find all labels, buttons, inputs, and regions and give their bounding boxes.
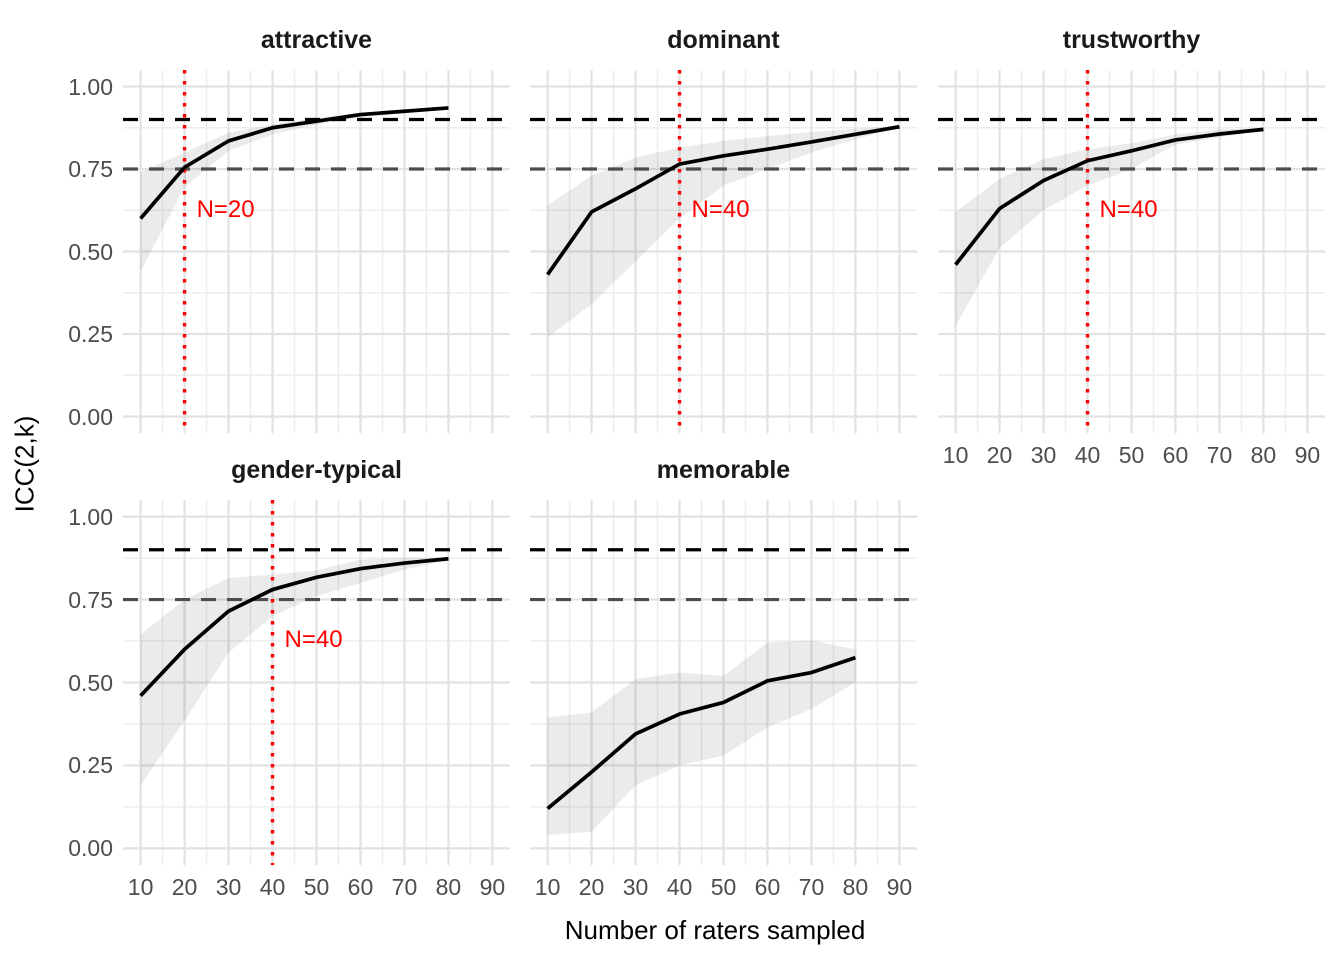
y-tick-label: 0.25 <box>68 752 113 779</box>
panel-trustworthy: trustworthy N=40 <box>938 26 1325 433</box>
x-tick-label: 10 <box>942 442 969 468</box>
confidence-ribbon <box>955 128 1264 326</box>
panel-title: memorable <box>656 456 791 484</box>
chart-dominant <box>530 70 917 433</box>
x-tick-label: 50 <box>303 874 330 900</box>
x-tick-label: 80 <box>1250 442 1277 468</box>
x-axis-title: Number of raters sampled <box>564 915 866 945</box>
y-tick-label: 0.75 <box>68 156 113 182</box>
x-tick-label: 90 <box>886 874 913 900</box>
panel-title: gender-typical <box>231 456 402 484</box>
x-tick-label: 10 <box>127 874 154 900</box>
x-tick-label: 30 <box>1030 442 1057 468</box>
x-tick-label: 20 <box>986 442 1013 468</box>
y-tick-label: 0.50 <box>68 669 113 696</box>
gridlines-major <box>938 70 1325 433</box>
chart-memorable <box>530 500 917 865</box>
x-tick-label: 60 <box>347 874 374 900</box>
y-tick-label: 0.50 <box>68 238 113 265</box>
panel-dominant: dominant N=40 <box>530 26 917 433</box>
panel-title: attractive <box>260 26 373 54</box>
panel-gender-typical: gender-typical N=40 <box>123 456 510 865</box>
icc-line <box>139 556 449 698</box>
panel-memorable: memorable <box>530 456 917 865</box>
x-tick-label: 60 <box>1162 442 1189 468</box>
chart-attractive <box>123 70 510 433</box>
chart-trustworthy <box>938 70 1325 433</box>
x-tick-label: 90 <box>1294 442 1321 468</box>
panel-title: dominant <box>667 26 780 54</box>
y-tick-label: 1.00 <box>68 73 113 100</box>
sample-size-annotation: N=40 <box>1099 195 1158 223</box>
x-tick-label: 40 <box>259 874 286 900</box>
chart-gender-typical <box>123 500 510 865</box>
x-tick-label: 50 <box>1118 442 1145 468</box>
x-tick-label: 70 <box>391 874 418 900</box>
y-tick-label: 0.00 <box>68 835 113 862</box>
y-tick-label: 0.25 <box>68 321 113 347</box>
x-tick-label: 70 <box>1206 442 1233 468</box>
y-tick-label: 0.00 <box>68 403 113 430</box>
x-tick-label: 10 <box>534 874 561 900</box>
x-tick-label: 90 <box>479 874 506 900</box>
x-tick-label: 30 <box>215 874 242 900</box>
y-axis-title: ICC(2,k) <box>9 415 40 513</box>
x-tick-label: 80 <box>435 874 462 900</box>
x-tick-label: 80 <box>842 874 869 900</box>
panel-title: trustworthy <box>1062 26 1201 54</box>
panel-attractive: attractive N=20 <box>123 26 510 433</box>
icc-line <box>546 124 900 276</box>
x-tick-label: 70 <box>798 874 825 900</box>
x-tick-label: 40 <box>666 874 693 900</box>
sample-size-annotation: N=20 <box>196 195 255 223</box>
y-tick-label: 1.00 <box>68 503 113 530</box>
icc-line <box>546 655 857 811</box>
gridlines-major <box>530 500 917 865</box>
confidence-ribbon <box>547 126 900 338</box>
x-tick-label: 30 <box>622 874 649 900</box>
x-tick-label: 60 <box>754 874 781 900</box>
confidence-ribbon <box>140 557 449 786</box>
x-tick-label: 50 <box>710 874 737 900</box>
sample-size-annotation: N=40 <box>284 626 343 654</box>
icc-line <box>954 127 1264 266</box>
x-tick-label: 40 <box>1074 442 1101 468</box>
x-tick-label: 20 <box>578 874 605 900</box>
icc-line <box>139 106 449 220</box>
x-tick-label: 20 <box>171 874 198 900</box>
sample-size-annotation: N=40 <box>691 195 750 223</box>
confidence-ribbon <box>547 640 856 836</box>
y-tick-label: 0.75 <box>68 586 113 613</box>
